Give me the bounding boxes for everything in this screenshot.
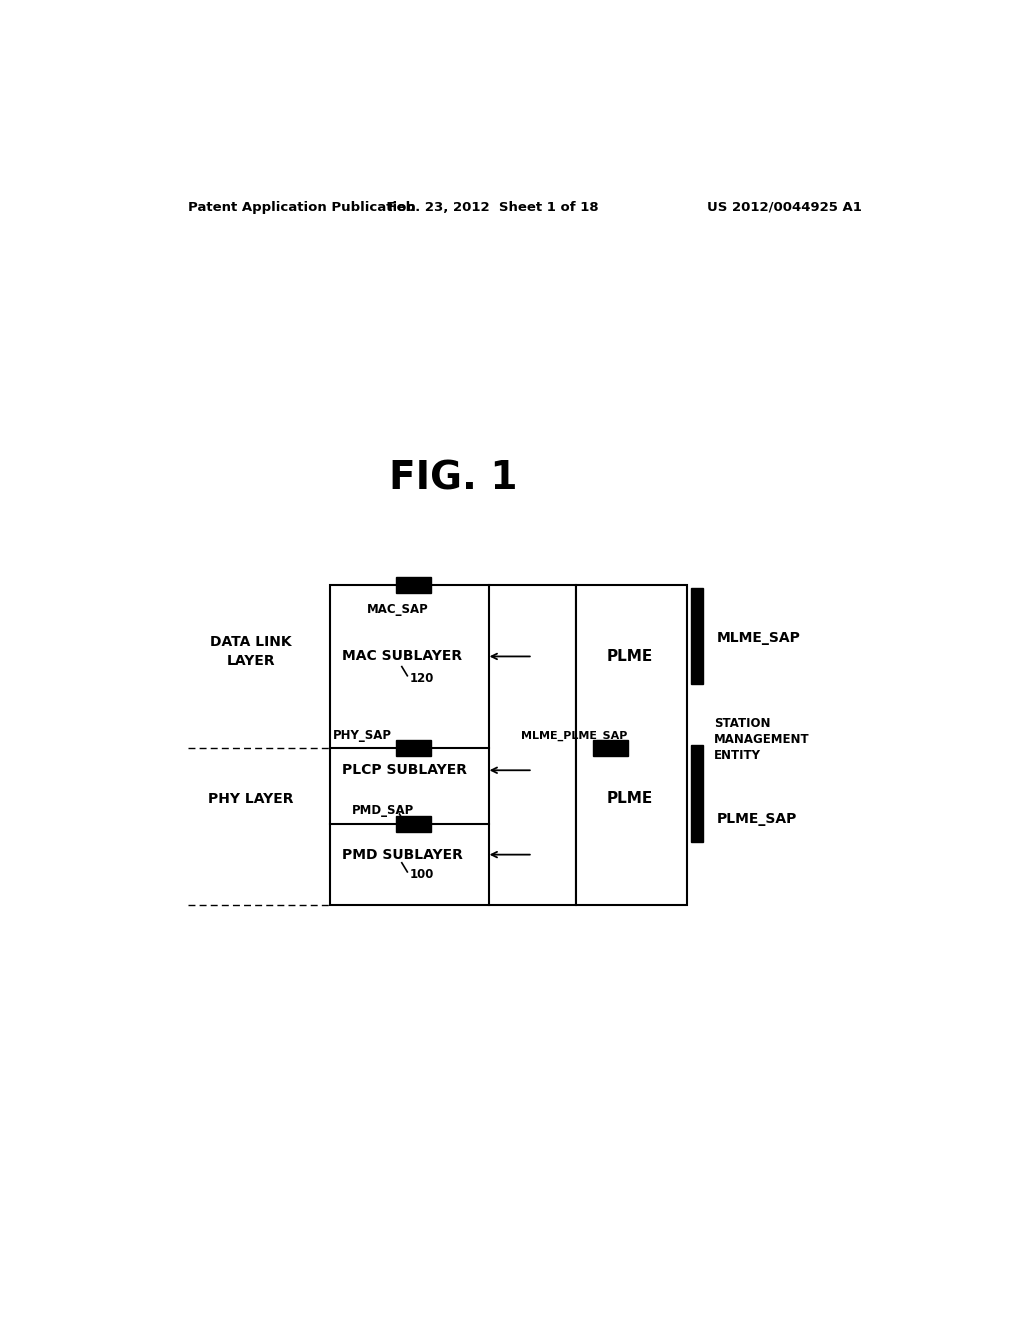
Text: PLME: PLME xyxy=(606,791,652,807)
Text: FIG. 1: FIG. 1 xyxy=(389,459,517,498)
Text: PLME: PLME xyxy=(606,649,652,664)
Text: US 2012/0044925 A1: US 2012/0044925 A1 xyxy=(708,201,862,214)
Text: 110: 110 xyxy=(408,820,432,833)
Bar xyxy=(396,739,431,756)
Text: MAC SUBLAYER: MAC SUBLAYER xyxy=(342,649,463,664)
Text: PLCP SUBLAYER: PLCP SUBLAYER xyxy=(342,763,467,777)
Bar xyxy=(593,739,628,756)
Text: PLME_SAP: PLME_SAP xyxy=(717,812,798,826)
Text: PMD SUBLAYER: PMD SUBLAYER xyxy=(342,847,463,862)
Bar xyxy=(331,585,577,906)
Text: Patent Application Publication: Patent Application Publication xyxy=(187,201,416,214)
Bar xyxy=(690,587,703,684)
Text: DATA LINK
LAYER: DATA LINK LAYER xyxy=(210,635,292,668)
Text: MLME_PLME_SAP: MLME_PLME_SAP xyxy=(521,730,627,741)
Text: PHY_SAP: PHY_SAP xyxy=(333,729,391,742)
Text: 100: 100 xyxy=(410,869,434,882)
Text: STATION
MANAGEMENT
ENTITY: STATION MANAGEMENT ENTITY xyxy=(714,717,809,762)
Text: Feb. 23, 2012  Sheet 1 of 18: Feb. 23, 2012 Sheet 1 of 18 xyxy=(388,201,598,214)
Bar xyxy=(396,816,431,833)
Text: PMD_SAP: PMD_SAP xyxy=(352,804,414,817)
Text: PHY LAYER: PHY LAYER xyxy=(208,792,294,805)
Bar xyxy=(577,585,687,906)
Text: MAC_SAP: MAC_SAP xyxy=(367,603,429,616)
Text: MLME_SAP: MLME_SAP xyxy=(717,631,801,645)
Bar xyxy=(396,577,431,594)
Text: 120: 120 xyxy=(410,672,434,685)
Bar xyxy=(690,746,703,842)
